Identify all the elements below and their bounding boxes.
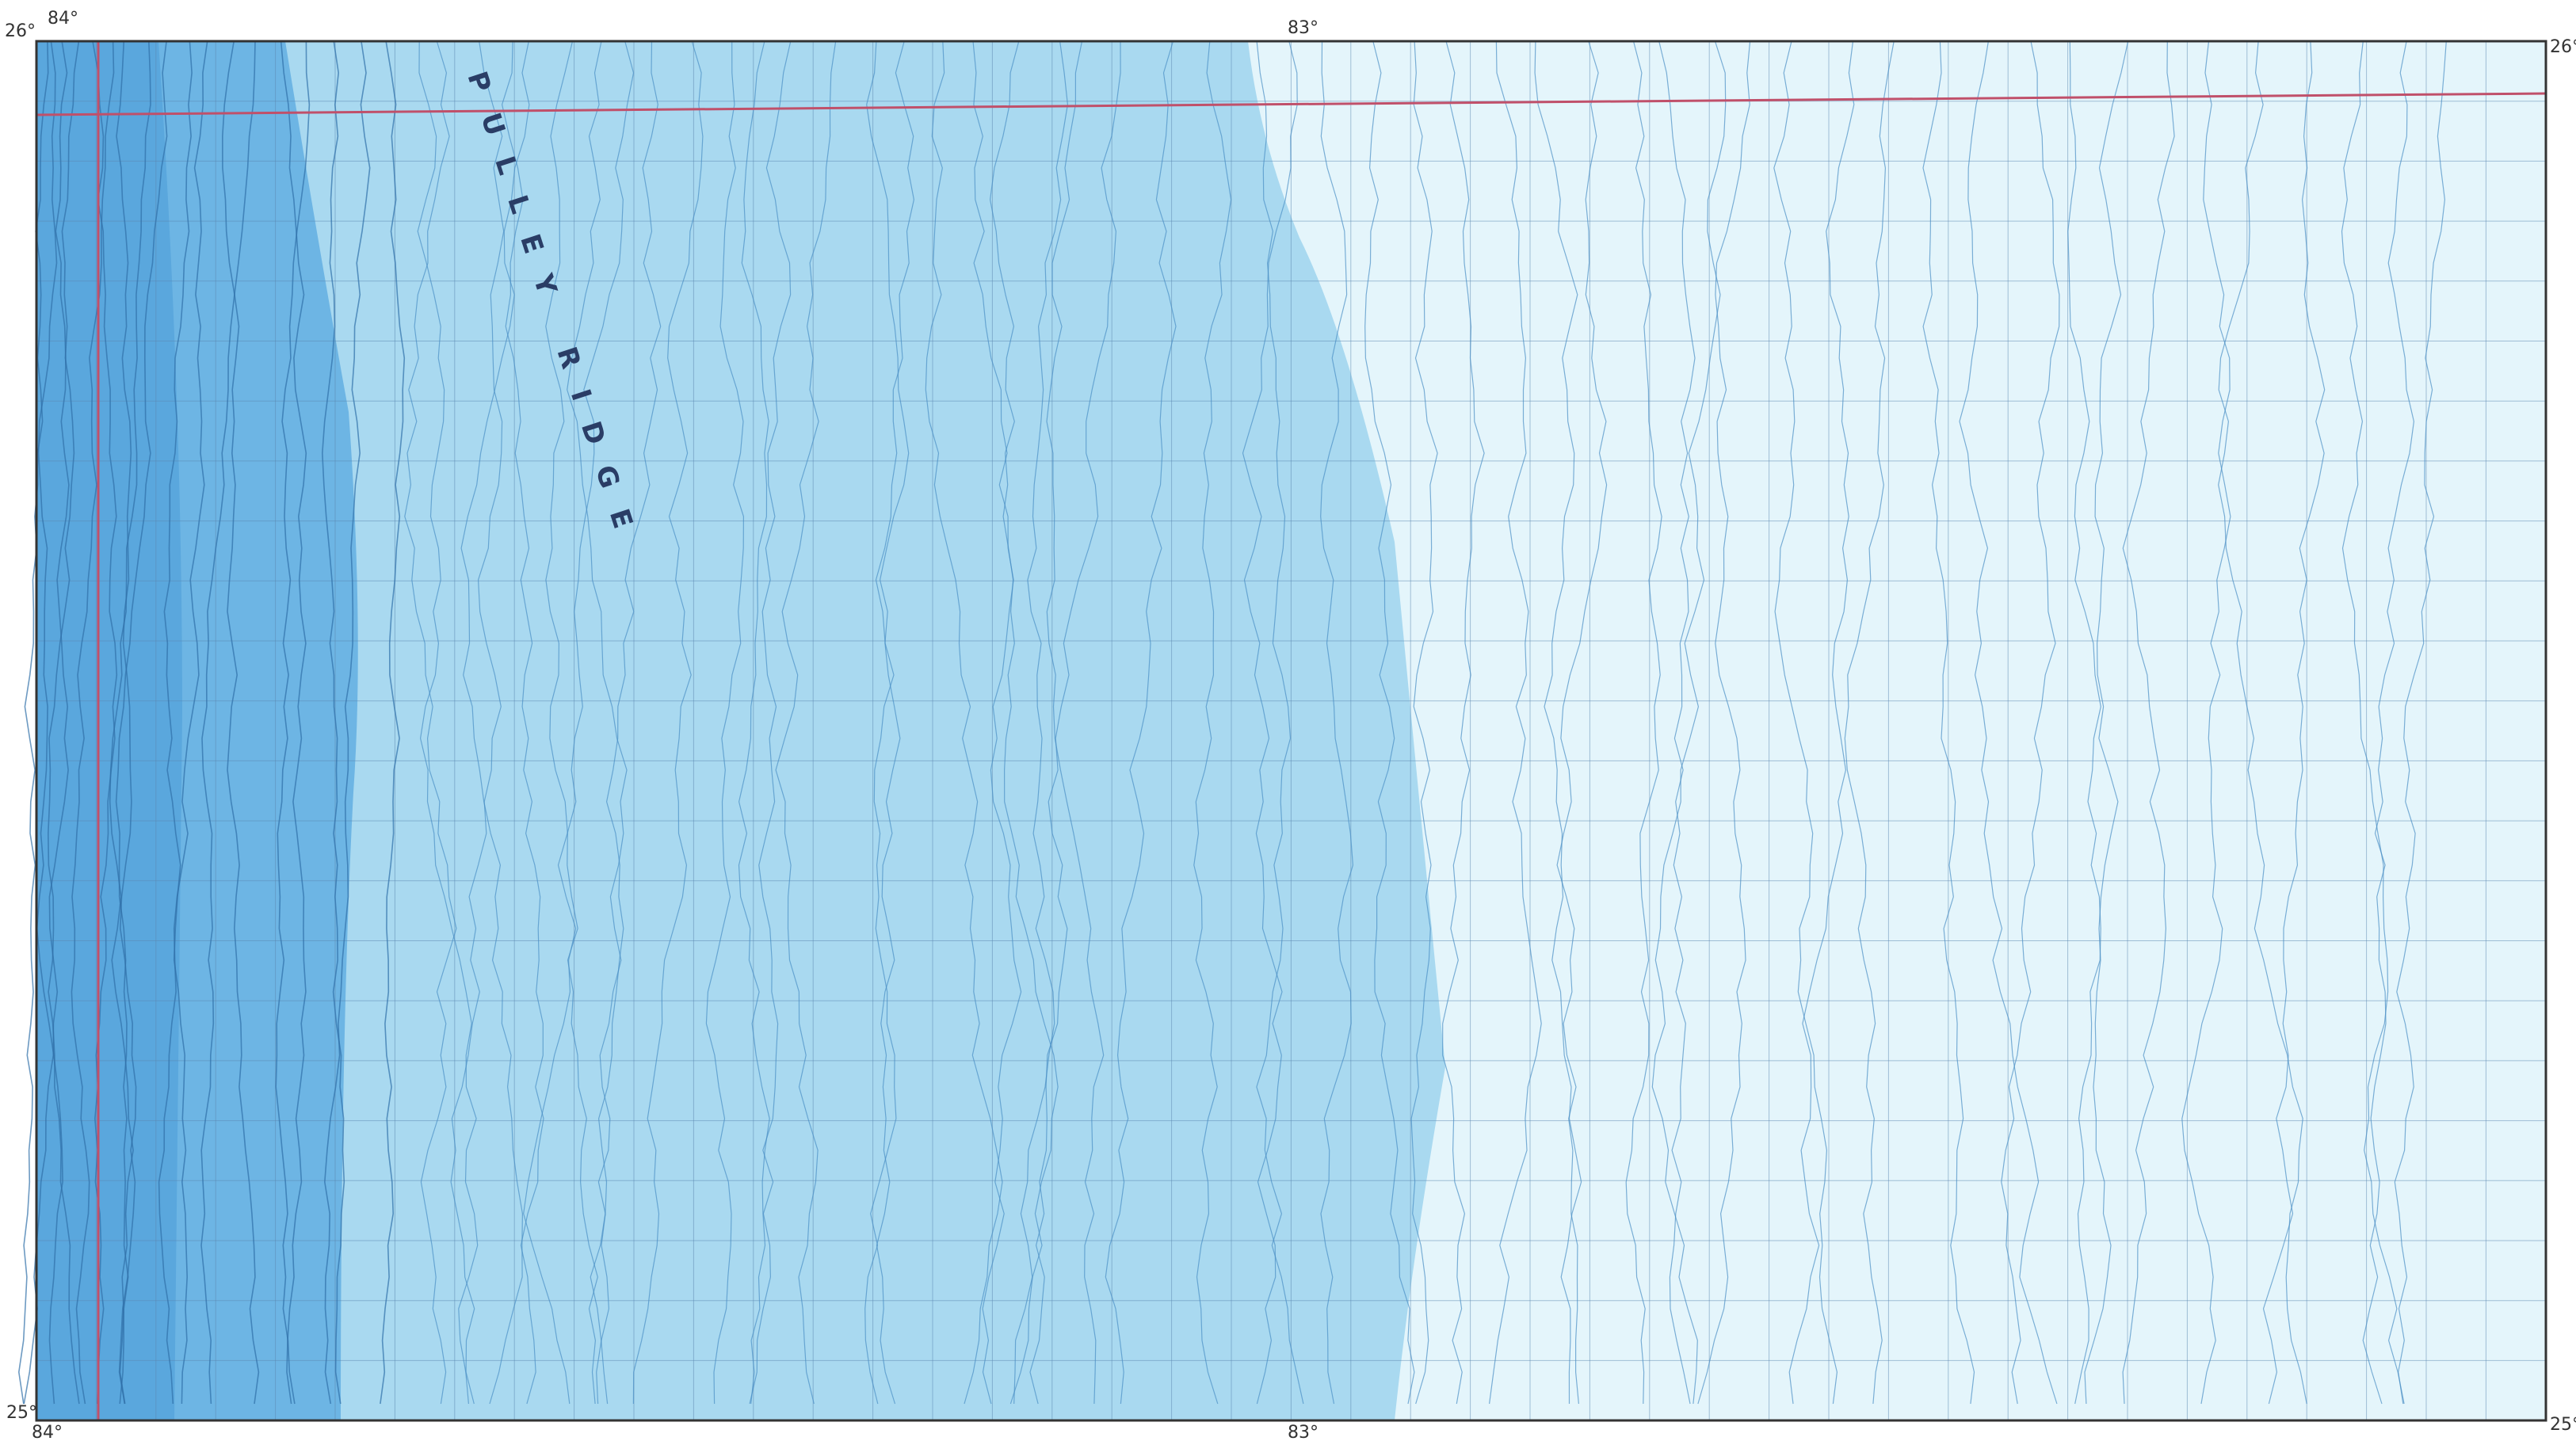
contour-line <box>2341 40 2405 1405</box>
neatline <box>35 40 2547 1422</box>
contour-line <box>2394 40 2447 1405</box>
contour-line <box>200 40 256 1405</box>
contour-line <box>1364 40 1415 1405</box>
contour-line <box>1697 40 1751 1405</box>
map-frame <box>17 40 2547 1422</box>
contour-line <box>864 40 915 1405</box>
contour-line <box>116 40 137 1405</box>
contour-line <box>321 40 345 1405</box>
coord-label: 83° <box>1288 1423 1319 1443</box>
contour-line <box>115 40 168 1405</box>
contour-line <box>866 40 910 1405</box>
contour-line <box>1788 40 1855 1405</box>
coord-label: 25° <box>6 1403 37 1423</box>
contour-line <box>47 40 80 1405</box>
contour-line <box>590 40 662 1405</box>
contour-line <box>523 40 635 1405</box>
contour-line <box>221 40 260 1405</box>
contour-line <box>925 40 1003 1405</box>
contour-line <box>1193 40 1232 1405</box>
contour-line <box>738 40 770 1405</box>
contour-line <box>2001 40 2060 1405</box>
contour-line <box>1773 40 1838 1405</box>
contour-line <box>1844 40 1895 1405</box>
contour-line <box>1658 40 1696 1405</box>
coord-label: 26° <box>2550 37 2576 57</box>
contour-line <box>1013 40 1069 1405</box>
contour-line <box>109 40 151 1405</box>
contour-line <box>1256 40 1304 1405</box>
contour-line <box>2084 40 2129 1405</box>
contour-line <box>1489 40 1542 1405</box>
contour-line <box>989 40 1059 1405</box>
contour-line <box>163 40 193 1405</box>
contour-line <box>275 40 311 1405</box>
contour-line <box>2362 40 2415 1405</box>
contour-line <box>1922 40 1975 1405</box>
contour-line <box>1651 40 1727 1405</box>
contour-line <box>1442 40 1485 1405</box>
contour-line <box>1410 40 1438 1405</box>
contour-line <box>450 40 505 1405</box>
coord-label: 84° <box>48 9 78 29</box>
contour-line <box>417 40 479 1405</box>
contour-line <box>501 40 544 1405</box>
coord-label: 26° <box>5 21 36 41</box>
contour-line <box>2262 40 2326 1405</box>
contour-line <box>323 40 371 1405</box>
contour-line <box>1242 40 1298 1405</box>
contour-line <box>2067 40 2101 1405</box>
contour-line <box>1959 40 2058 1405</box>
contour-line <box>2181 40 2231 1405</box>
coord-label: 83° <box>1288 18 1319 38</box>
contour-line <box>632 40 704 1405</box>
contour-line <box>1625 40 1662 1405</box>
contour-line <box>2218 40 2307 1405</box>
contour-line <box>1534 40 1582 1405</box>
contour-line <box>972 40 1022 1405</box>
coord-label: 84° <box>32 1423 63 1443</box>
contour-line <box>749 40 792 1405</box>
contour-line <box>71 40 115 1405</box>
contour-line <box>545 40 598 1405</box>
contour-line <box>705 40 745 1405</box>
contour-line <box>380 40 406 1405</box>
contour-line <box>17 40 49 1405</box>
contour-line <box>567 40 628 1405</box>
boundary-line <box>36 92 2547 116</box>
contour-line <box>92 40 118 1405</box>
contour-line <box>2122 40 2175 1405</box>
contours <box>17 40 2447 1405</box>
contour-line <box>775 40 837 1405</box>
contour-line <box>158 40 208 1405</box>
contour-line <box>1105 40 1177 1405</box>
contour-line <box>460 40 530 1405</box>
coord-label: 25° <box>2550 1415 2576 1435</box>
contour-line <box>1029 40 1121 1405</box>
contour-line <box>280 40 307 1405</box>
contour-line <box>404 40 457 1405</box>
contour-line <box>1046 40 1105 1405</box>
contour-line <box>1556 40 1608 1405</box>
contour-line <box>23 40 70 1405</box>
contour-line <box>36 40 63 1405</box>
contour-line <box>1320 40 1354 1405</box>
